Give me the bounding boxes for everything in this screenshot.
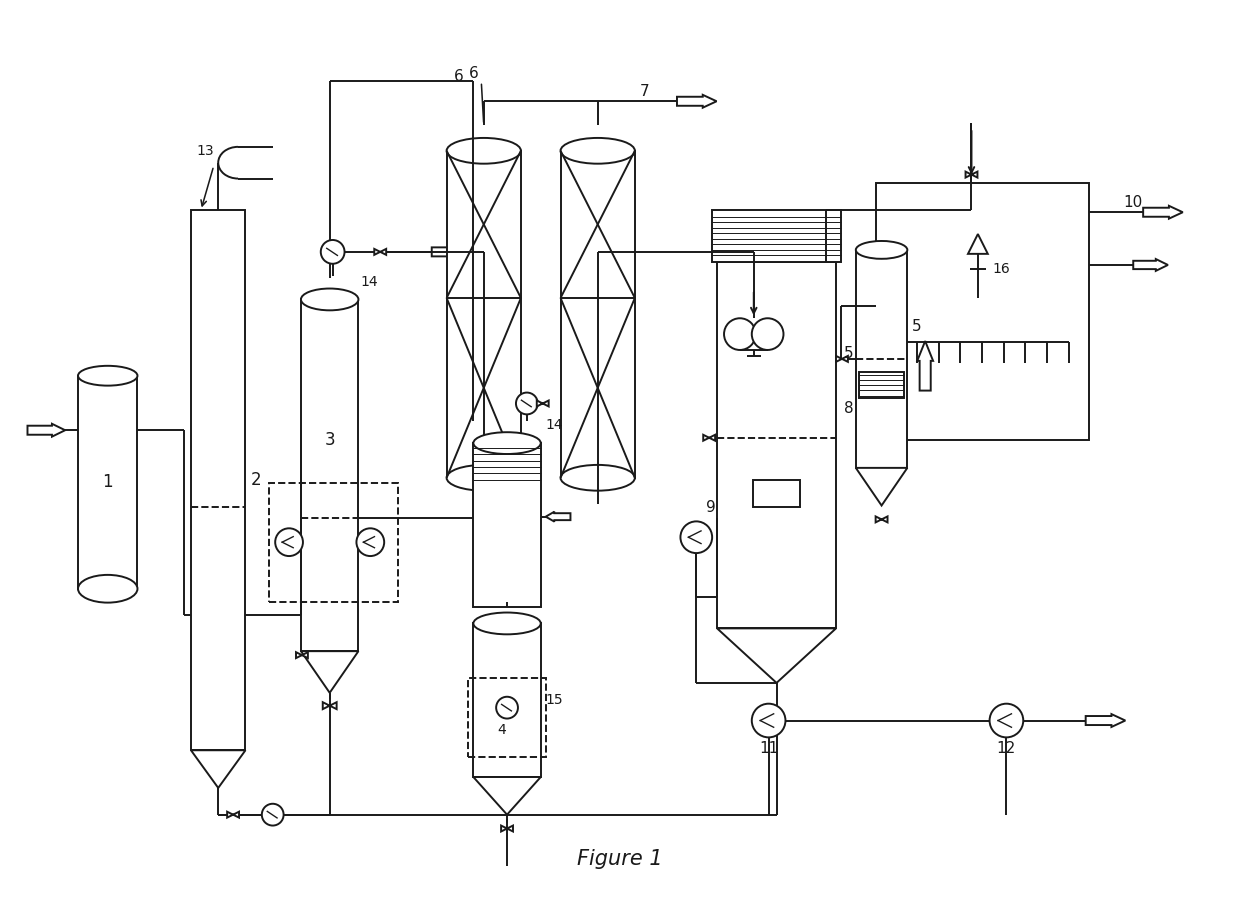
Text: 7: 7: [640, 84, 650, 99]
Circle shape: [496, 696, 518, 718]
Bar: [78, 376, 138, 588]
Bar: [469, 678, 546, 757]
Text: 6: 6: [454, 69, 464, 84]
Text: 3: 3: [325, 431, 335, 449]
Circle shape: [990, 704, 1023, 737]
Bar: [474, 443, 541, 607]
Ellipse shape: [474, 613, 541, 635]
Bar: [191, 211, 246, 750]
Polygon shape: [968, 234, 988, 254]
Ellipse shape: [560, 465, 635, 490]
Circle shape: [516, 392, 538, 414]
Polygon shape: [474, 777, 541, 814]
Bar: [560, 151, 635, 478]
Bar: [753, 479, 800, 508]
Polygon shape: [546, 512, 570, 521]
Circle shape: [262, 804, 284, 825]
Text: 5: 5: [913, 319, 921, 333]
Text: 14: 14: [546, 419, 563, 432]
Text: 15: 15: [546, 693, 563, 707]
Polygon shape: [717, 628, 836, 683]
Text: 5: 5: [844, 346, 853, 361]
Polygon shape: [703, 435, 715, 440]
Bar: [712, 211, 841, 262]
Text: 9: 9: [707, 500, 715, 515]
Text: 14: 14: [361, 274, 378, 289]
Ellipse shape: [856, 241, 908, 259]
Ellipse shape: [474, 432, 541, 454]
Polygon shape: [322, 702, 336, 709]
Polygon shape: [191, 750, 246, 788]
Polygon shape: [227, 812, 239, 817]
Text: 1: 1: [103, 473, 113, 491]
Bar: [301, 300, 358, 651]
Ellipse shape: [78, 366, 138, 386]
Polygon shape: [856, 468, 908, 506]
Ellipse shape: [446, 465, 521, 490]
Text: 6: 6: [469, 66, 479, 81]
Text: 13: 13: [197, 143, 215, 158]
Circle shape: [681, 521, 712, 553]
Polygon shape: [27, 424, 66, 437]
Polygon shape: [537, 400, 548, 407]
Text: 2: 2: [250, 471, 262, 489]
Text: 8: 8: [844, 401, 853, 416]
Text: 4: 4: [497, 723, 506, 737]
Polygon shape: [501, 825, 513, 832]
Text: Figure 1: Figure 1: [577, 849, 663, 869]
Ellipse shape: [560, 138, 635, 163]
Circle shape: [275, 528, 303, 556]
Bar: [474, 624, 541, 777]
Bar: [269, 483, 398, 602]
Polygon shape: [296, 652, 308, 658]
Text: 10: 10: [1123, 195, 1142, 210]
Ellipse shape: [78, 575, 138, 603]
Polygon shape: [1133, 259, 1168, 271]
Bar: [717, 262, 836, 628]
Polygon shape: [301, 651, 358, 693]
Polygon shape: [966, 172, 977, 178]
Bar: [856, 250, 908, 468]
Circle shape: [751, 704, 785, 737]
Text: 12: 12: [997, 741, 1016, 755]
Circle shape: [751, 319, 784, 350]
Ellipse shape: [446, 138, 521, 163]
Polygon shape: [918, 341, 932, 390]
Circle shape: [356, 528, 384, 556]
Polygon shape: [875, 517, 888, 522]
Polygon shape: [677, 94, 717, 108]
Bar: [859, 372, 904, 398]
Polygon shape: [432, 245, 474, 258]
Polygon shape: [374, 249, 386, 255]
Polygon shape: [1143, 206, 1183, 219]
Polygon shape: [1086, 714, 1126, 727]
Bar: [446, 151, 521, 478]
Polygon shape: [836, 356, 848, 362]
Text: 16: 16: [993, 262, 1011, 276]
Circle shape: [321, 240, 345, 263]
Bar: [875, 183, 1089, 440]
Ellipse shape: [301, 289, 358, 311]
Circle shape: [724, 319, 755, 350]
Text: 11: 11: [759, 741, 779, 755]
